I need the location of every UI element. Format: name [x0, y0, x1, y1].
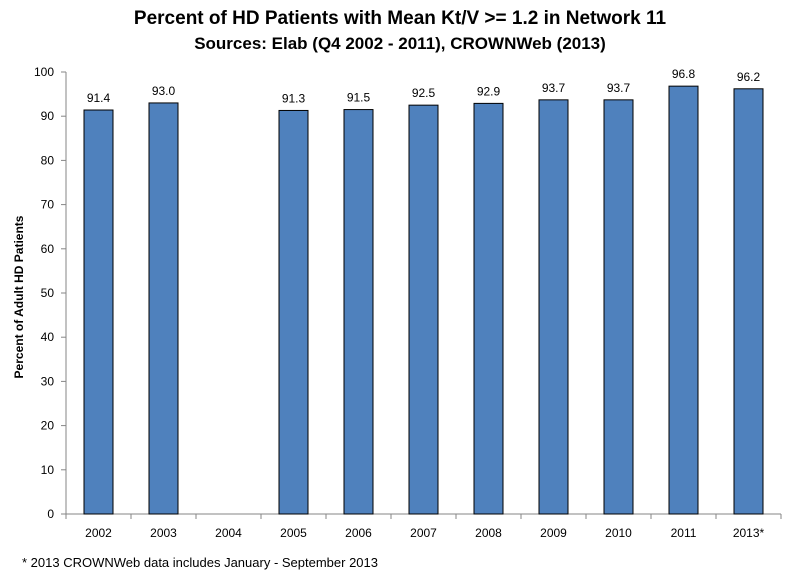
y-tick-label: 70 — [41, 198, 55, 212]
y-tick-label: 60 — [41, 242, 55, 256]
x-tick-label: 2003 — [150, 526, 177, 540]
bar — [278, 109, 309, 515]
y-tick-label: 80 — [41, 153, 55, 167]
plot-area: 0 10 20 30 40 50 60 70 80 90 100 91.4 2002 93.0 2003 20… — [34, 65, 782, 540]
y-tick-label: 40 — [41, 330, 55, 344]
bar-value-label: 91.3 — [282, 91, 306, 105]
bar-value-label: 92.9 — [477, 84, 501, 98]
chart-subtitle: Sources: Elab (Q4 2002 - 2011), CROWNWeb… — [194, 34, 606, 53]
x-tick-label: 2011 — [671, 526, 697, 540]
bar — [408, 104, 439, 515]
x-tick-label: 2010 — [605, 526, 632, 540]
bar — [473, 102, 504, 515]
y-tick-label: 30 — [41, 374, 55, 388]
bar-value-label: 92.5 — [412, 86, 436, 100]
y-axis-label: Percent of Adult HD Patients — [12, 215, 26, 378]
y-tick-label: 10 — [41, 463, 55, 477]
x-tick-label: 2006 — [345, 526, 372, 540]
y-tick-label: 20 — [41, 419, 55, 433]
bar-value-label: 93.7 — [607, 81, 631, 95]
x-tick-label: 2007 — [410, 526, 437, 540]
bar — [733, 88, 764, 515]
bar-value-label: 93.0 — [152, 84, 176, 98]
bar-value-label: 91.4 — [87, 91, 111, 105]
bar-value-label: 93.7 — [542, 81, 566, 95]
bar-value-label: 96.8 — [672, 67, 696, 81]
x-tick-label: 2013* — [733, 526, 765, 540]
bar — [343, 109, 374, 515]
bar-value-label: 96.2 — [737, 70, 761, 84]
bar — [148, 102, 179, 515]
x-tick-label: 2009 — [540, 526, 567, 540]
bar — [83, 109, 114, 515]
y-tick-label: 100 — [34, 65, 54, 79]
bar-value-label: 91.5 — [347, 91, 371, 105]
y-tick-label: 50 — [41, 286, 55, 300]
x-tick-label: 2008 — [475, 526, 502, 540]
x-tick-label: 2004 — [215, 526, 242, 540]
footnote: * 2013 CROWNWeb data includes January - … — [22, 555, 379, 570]
y-tick-label: 0 — [47, 507, 54, 521]
chart-title: Percent of HD Patients with Mean Kt/V >=… — [133, 8, 667, 29]
y-tick-label: 90 — [41, 109, 55, 123]
x-tick-label: 2005 — [280, 526, 307, 540]
bar — [603, 99, 634, 515]
x-tick-label: 2002 — [85, 526, 112, 540]
bar — [668, 85, 699, 515]
bar — [538, 99, 569, 515]
